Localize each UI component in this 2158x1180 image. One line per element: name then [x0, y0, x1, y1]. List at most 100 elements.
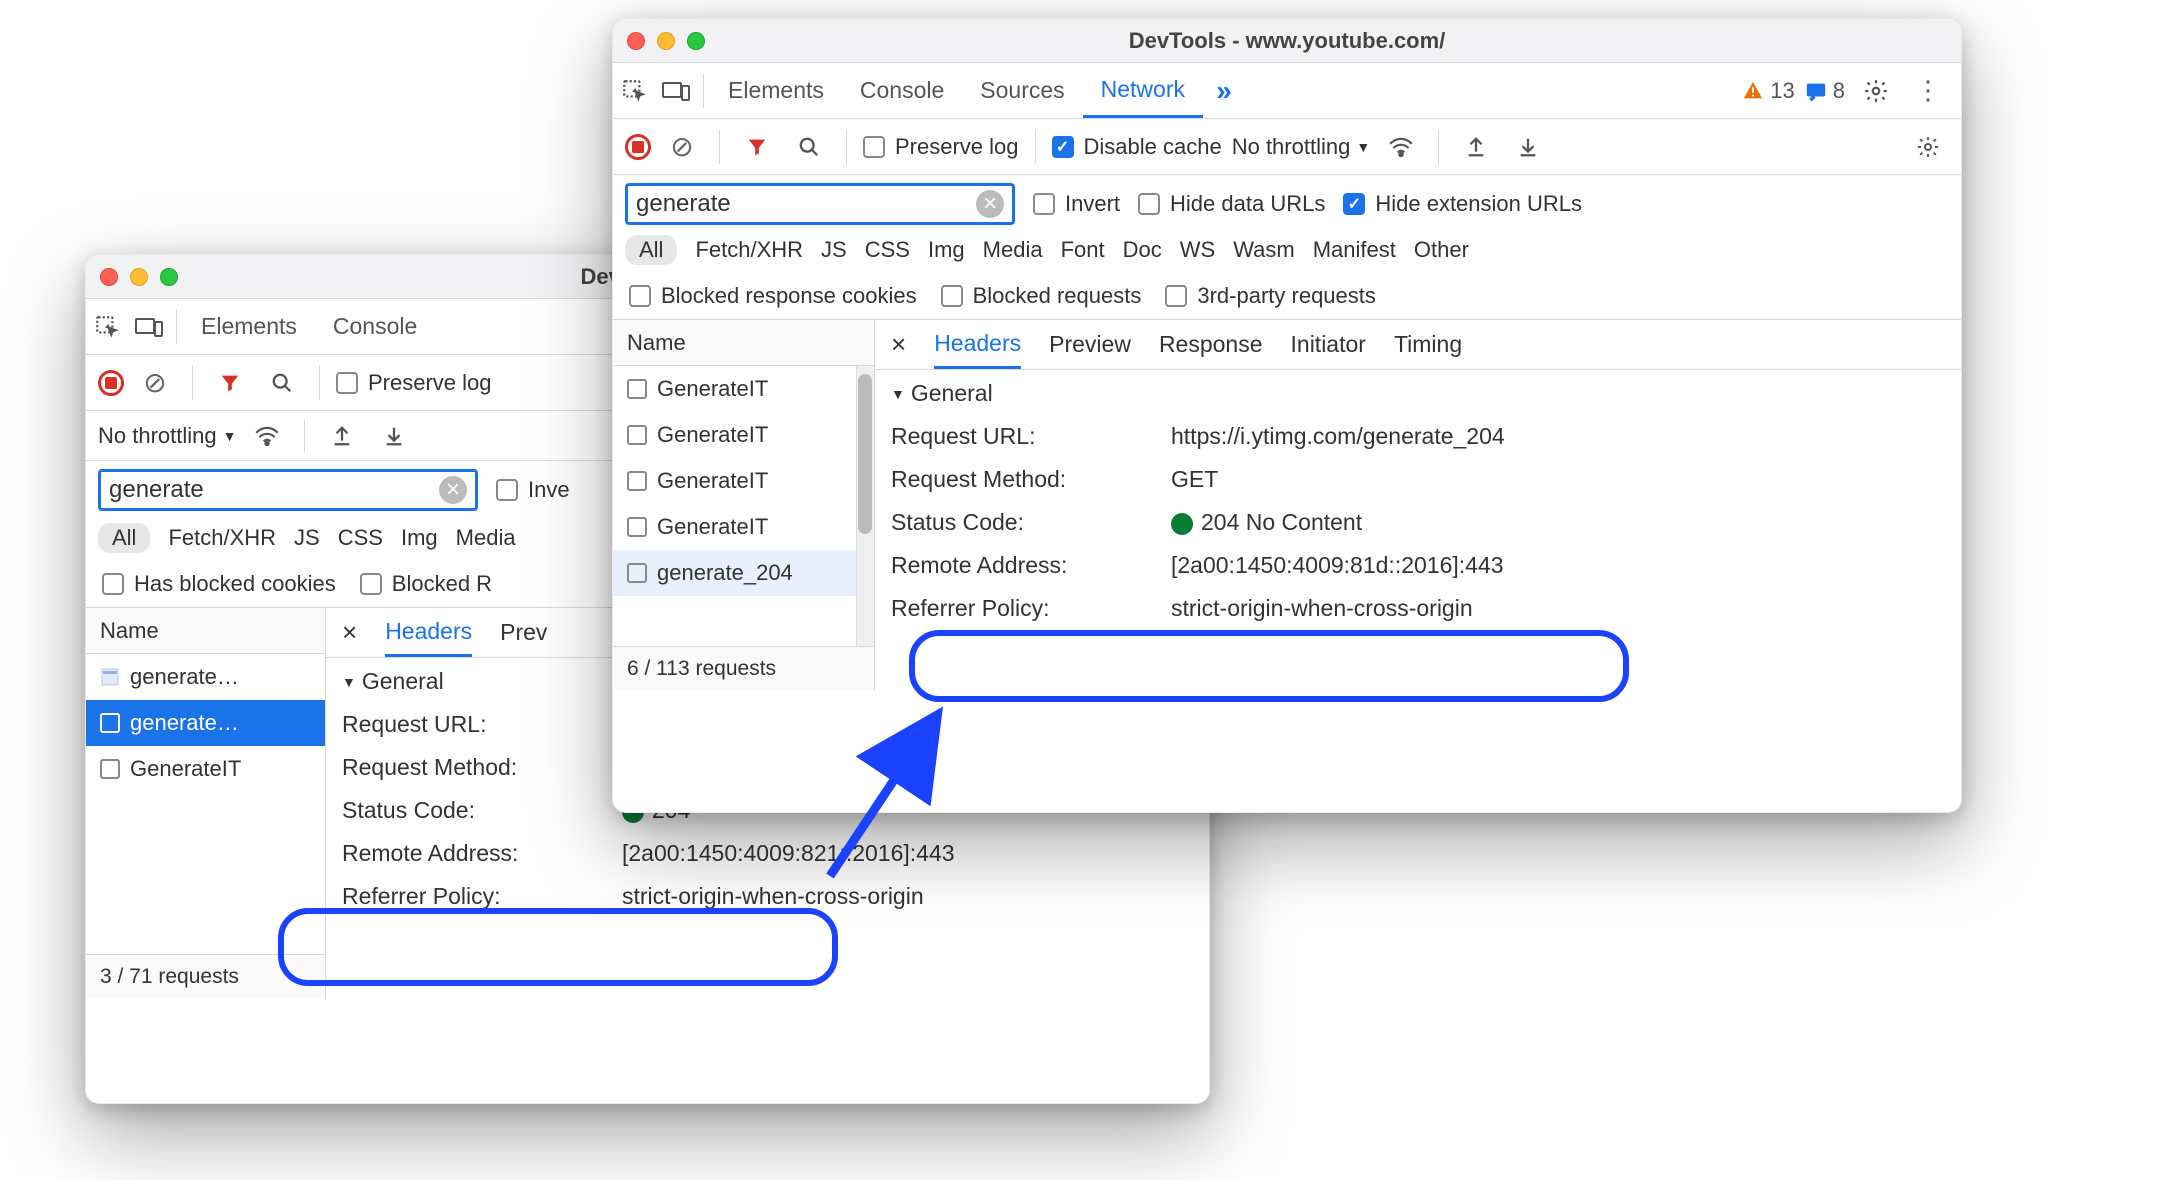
more-tabs-icon[interactable]: »: [1203, 70, 1245, 112]
chip-wasm[interactable]: Wasm: [1233, 237, 1295, 263]
upload-icon[interactable]: [1455, 126, 1497, 168]
name-column-header[interactable]: Name: [86, 608, 325, 654]
tab-headers[interactable]: Headers: [385, 608, 472, 657]
filter-icon[interactable]: [209, 362, 251, 404]
preserve-log-checkbox[interactable]: Preserve log: [863, 134, 1019, 160]
tab-network[interactable]: Network: [1083, 63, 1203, 118]
chip-img[interactable]: Img: [401, 525, 438, 551]
blocked-response-cookies-checkbox[interactable]: Blocked response cookies: [629, 283, 917, 309]
filter-input[interactable]: generate ×: [625, 183, 1015, 225]
clear-icon[interactable]: ⊘: [134, 362, 176, 404]
request-row-selected[interactable]: generate_204: [613, 550, 874, 596]
tab-elements[interactable]: Elements: [183, 299, 315, 354]
throttling-dropdown[interactable]: No throttling▼: [98, 423, 236, 449]
clear-filter-icon[interactable]: ×: [439, 476, 467, 504]
chip-ws[interactable]: WS: [1180, 237, 1215, 263]
chip-all[interactable]: All: [625, 235, 677, 265]
detail-tabs: × Headers Preview Response Initiator Tim…: [875, 320, 1961, 370]
request-list-pane: Name generate… generate… GenerateIT 3 / …: [86, 608, 326, 998]
tab-headers[interactable]: Headers: [934, 320, 1021, 369]
type-chips: All Fetch/XHR JS CSS Img Media Font Doc …: [613, 233, 1961, 273]
tab-preview[interactable]: Prev: [500, 608, 547, 657]
request-row[interactable]: generate…: [86, 654, 325, 700]
tab-initiator[interactable]: Initiator: [1291, 320, 1366, 369]
search-icon[interactable]: [788, 126, 830, 168]
record-button[interactable]: [625, 134, 651, 160]
blocked-requests-checkbox[interactable]: Blocked R: [360, 571, 492, 597]
network-toolbar: ⊘ Preserve log ✓Disable cache No throttl…: [613, 119, 1961, 175]
upload-icon[interactable]: [321, 415, 363, 457]
request-row[interactable]: GenerateIT: [613, 412, 874, 458]
tab-timing[interactable]: Timing: [1394, 320, 1462, 369]
request-row[interactable]: GenerateIT: [613, 458, 874, 504]
wifi-icon[interactable]: [246, 415, 288, 457]
chip-font[interactable]: Font: [1061, 237, 1105, 263]
request-row[interactable]: GenerateIT: [86, 746, 325, 792]
tab-preview[interactable]: Preview: [1049, 320, 1131, 369]
settings-icon[interactable]: [1855, 70, 1897, 112]
warnings-badge[interactable]: 13: [1742, 78, 1794, 104]
tab-response[interactable]: Response: [1159, 320, 1263, 369]
extra-filters: Blocked response cookies Blocked request…: [613, 273, 1961, 320]
close-detail-icon[interactable]: ×: [891, 329, 906, 360]
chip-js[interactable]: JS: [821, 237, 847, 263]
window-title: DevTools - www.youtube.com/: [613, 28, 1961, 54]
disable-cache-checkbox[interactable]: ✓Disable cache: [1052, 134, 1222, 160]
chip-img[interactable]: Img: [928, 237, 965, 263]
chip-media[interactable]: Media: [983, 237, 1043, 263]
download-icon[interactable]: [373, 415, 415, 457]
titlebar: DevTools - www.youtube.com/: [613, 19, 1961, 63]
third-party-checkbox[interactable]: 3rd-party requests: [1165, 283, 1376, 309]
chip-doc[interactable]: Doc: [1123, 237, 1162, 263]
doc-icon: [100, 667, 120, 687]
inspect-icon[interactable]: [86, 306, 128, 348]
chip-other[interactable]: Other: [1414, 237, 1469, 263]
kv-status-code: Status Code:204 No Content: [891, 501, 1945, 544]
wifi-icon[interactable]: [1380, 126, 1422, 168]
filter-input[interactable]: generate ×: [98, 469, 478, 511]
kebab-icon[interactable]: ⋮: [1907, 70, 1949, 112]
request-row[interactable]: GenerateIT: [613, 504, 874, 550]
chip-fetch[interactable]: Fetch/XHR: [695, 237, 803, 263]
chip-manifest[interactable]: Manifest: [1313, 237, 1396, 263]
tab-sources[interactable]: Sources: [962, 63, 1082, 118]
clear-icon[interactable]: ⊘: [661, 126, 703, 168]
messages-badge[interactable]: 8: [1805, 78, 1845, 104]
hide-data-urls-checkbox[interactable]: Hide data URLs: [1138, 191, 1325, 217]
chip-fetch[interactable]: Fetch/XHR: [168, 525, 276, 551]
clear-filter-icon[interactable]: ×: [976, 190, 1004, 218]
close-detail-icon[interactable]: ×: [342, 617, 357, 648]
chip-js[interactable]: JS: [294, 525, 320, 551]
request-row[interactable]: GenerateIT: [613, 366, 874, 412]
tab-console[interactable]: Console: [842, 63, 962, 118]
record-button[interactable]: [98, 370, 124, 396]
download-icon[interactable]: [1507, 126, 1549, 168]
name-column-header[interactable]: Name: [613, 320, 874, 366]
blocked-requests-checkbox[interactable]: Blocked requests: [941, 283, 1142, 309]
kv-request-method: Request Method:GET: [891, 458, 1945, 501]
preserve-log-checkbox[interactable]: Preserve log: [336, 370, 492, 396]
chip-css[interactable]: CSS: [338, 525, 383, 551]
device-toggle-icon[interactable]: [655, 70, 697, 112]
kv-referrer-policy: Referrer Policy:strict-origin-when-cross…: [891, 587, 1945, 630]
tab-console[interactable]: Console: [315, 299, 435, 354]
device-toggle-icon[interactable]: [128, 306, 170, 348]
chip-media[interactable]: Media: [456, 525, 516, 551]
throttling-dropdown[interactable]: No throttling▼: [1232, 134, 1370, 160]
filter-icon[interactable]: [736, 126, 778, 168]
inspect-icon[interactable]: [613, 70, 655, 112]
settings-icon[interactable]: [1907, 126, 1949, 168]
hide-extension-urls-checkbox[interactable]: ✓Hide extension URLs: [1343, 191, 1582, 217]
scrollbar[interactable]: [856, 366, 874, 646]
invert-checkbox[interactable]: Invert: [1033, 191, 1120, 217]
tab-elements[interactable]: Elements: [710, 63, 842, 118]
general-header[interactable]: ▼General: [891, 380, 1945, 407]
request-row-selected[interactable]: generate…: [86, 700, 325, 746]
chip-css[interactable]: CSS: [865, 237, 910, 263]
invert-checkbox[interactable]: Inve: [496, 477, 570, 503]
search-icon[interactable]: [261, 362, 303, 404]
filter-row: generate × Invert Hide data URLs ✓Hide e…: [613, 175, 1961, 233]
chip-all[interactable]: All: [98, 523, 150, 553]
kv-remote-address: Remote Address:[2a00:1450:4009:81d::2016…: [891, 544, 1945, 587]
has-blocked-cookies-checkbox[interactable]: Has blocked cookies: [102, 571, 336, 597]
